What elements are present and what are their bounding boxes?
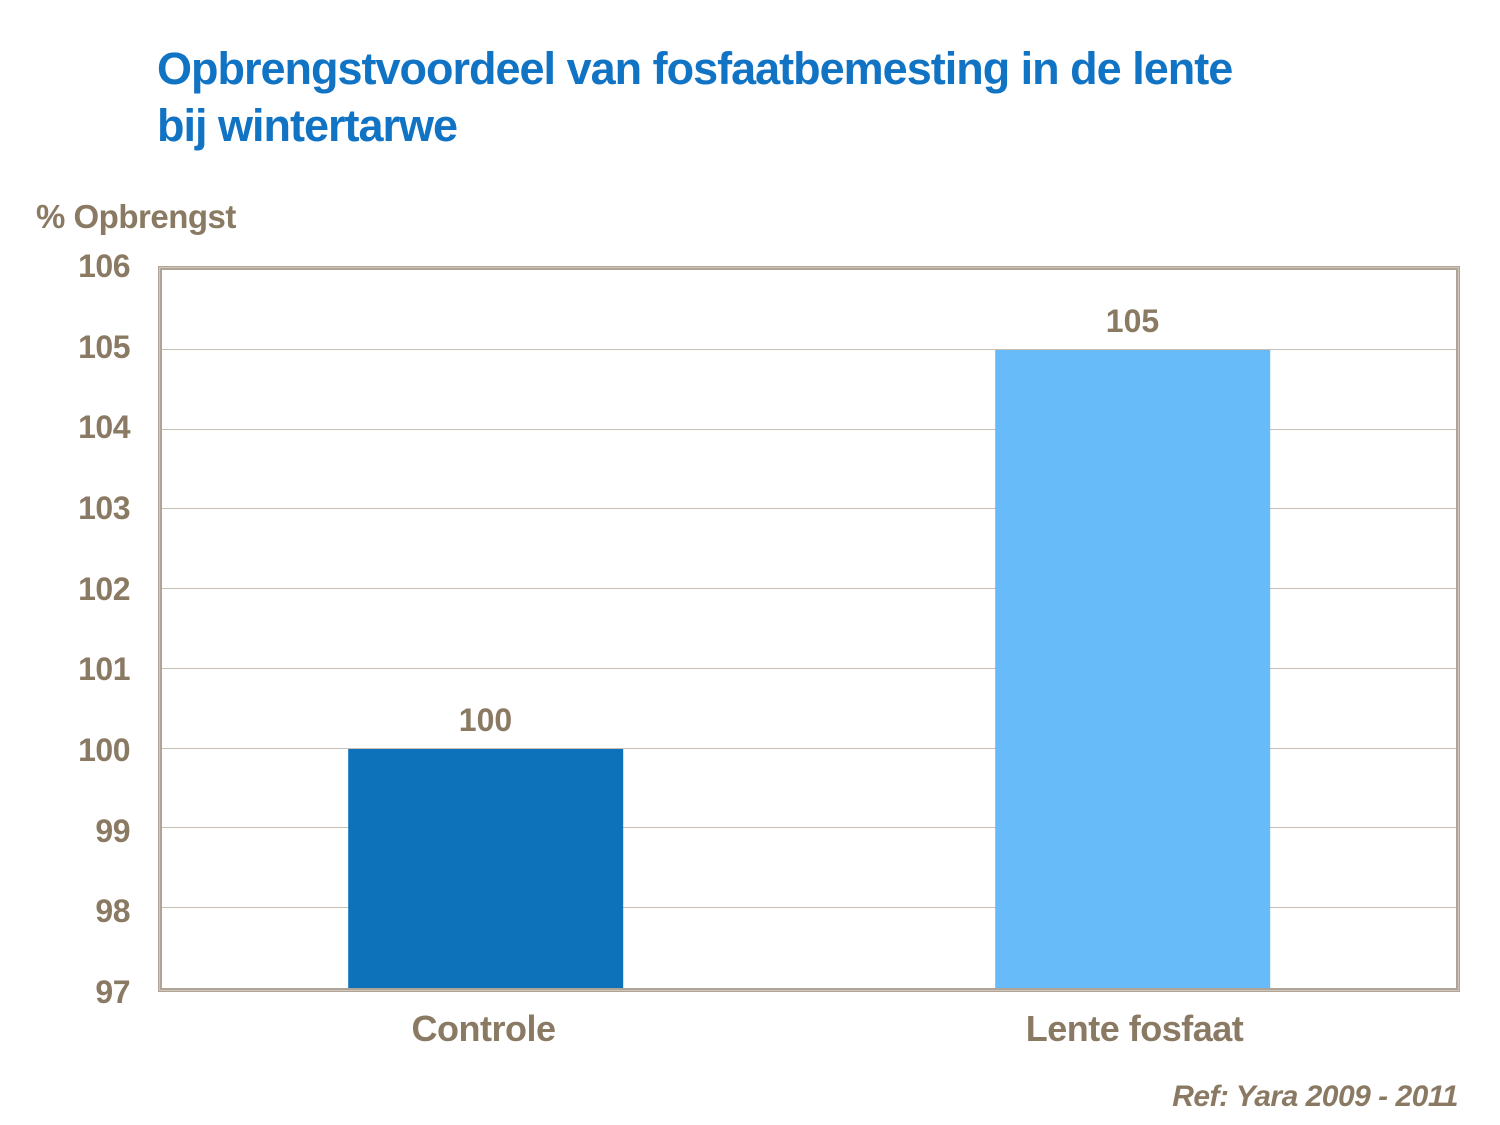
reference-text: Ref: Yara 2009 - 2011 <box>1172 1080 1458 1113</box>
bar-value-label: 105 <box>1105 302 1160 339</box>
bar-controle <box>347 748 624 988</box>
gridline <box>162 588 1456 590</box>
y-axis-label: % Opbrengst <box>36 198 236 235</box>
gridline <box>162 428 1456 430</box>
y-tick-label: 103 <box>78 490 130 526</box>
gridlines <box>162 270 1456 988</box>
bar-series: 100 105 <box>162 270 1456 988</box>
bar-value-label: 100 <box>458 701 513 738</box>
gridline <box>162 667 1456 669</box>
bar-slot: 100 <box>162 270 809 988</box>
y-tick-label: 100 <box>78 732 130 768</box>
chart-title: Opbrengstvoordeel van fosfaatbemesting i… <box>157 43 1233 151</box>
y-tick-label: 105 <box>78 328 130 365</box>
y-tick-label: 104 <box>78 409 130 446</box>
y-tick-label: 98 <box>95 893 130 930</box>
y-tick-label: 102 <box>78 570 130 607</box>
gridline <box>162 907 1456 909</box>
y-axis-tick-labels: 97 98 99 100 101 102 103 104 105 106 <box>0 250 130 1008</box>
bar-lente-fosfaat <box>994 349 1271 988</box>
y-tick-label: 97 <box>95 974 130 1010</box>
gridline <box>162 827 1456 829</box>
gridline <box>162 348 1456 350</box>
y-tick-label: 101 <box>78 651 130 688</box>
bar-slot: 105 <box>809 270 1456 988</box>
x-axis-label-lente-fosfaat: Lente fosfaat <box>1025 1008 1244 1049</box>
gridline <box>162 508 1456 510</box>
y-tick-label: 99 <box>95 812 130 849</box>
x-axis-label-controle: Controle <box>411 1008 557 1049</box>
y-tick-label: 106 <box>78 248 130 284</box>
x-axis-labels: Controle Lente fosfaat <box>158 1008 1460 1050</box>
plot-area: 100 105 <box>158 266 1460 992</box>
gridline <box>162 747 1456 749</box>
